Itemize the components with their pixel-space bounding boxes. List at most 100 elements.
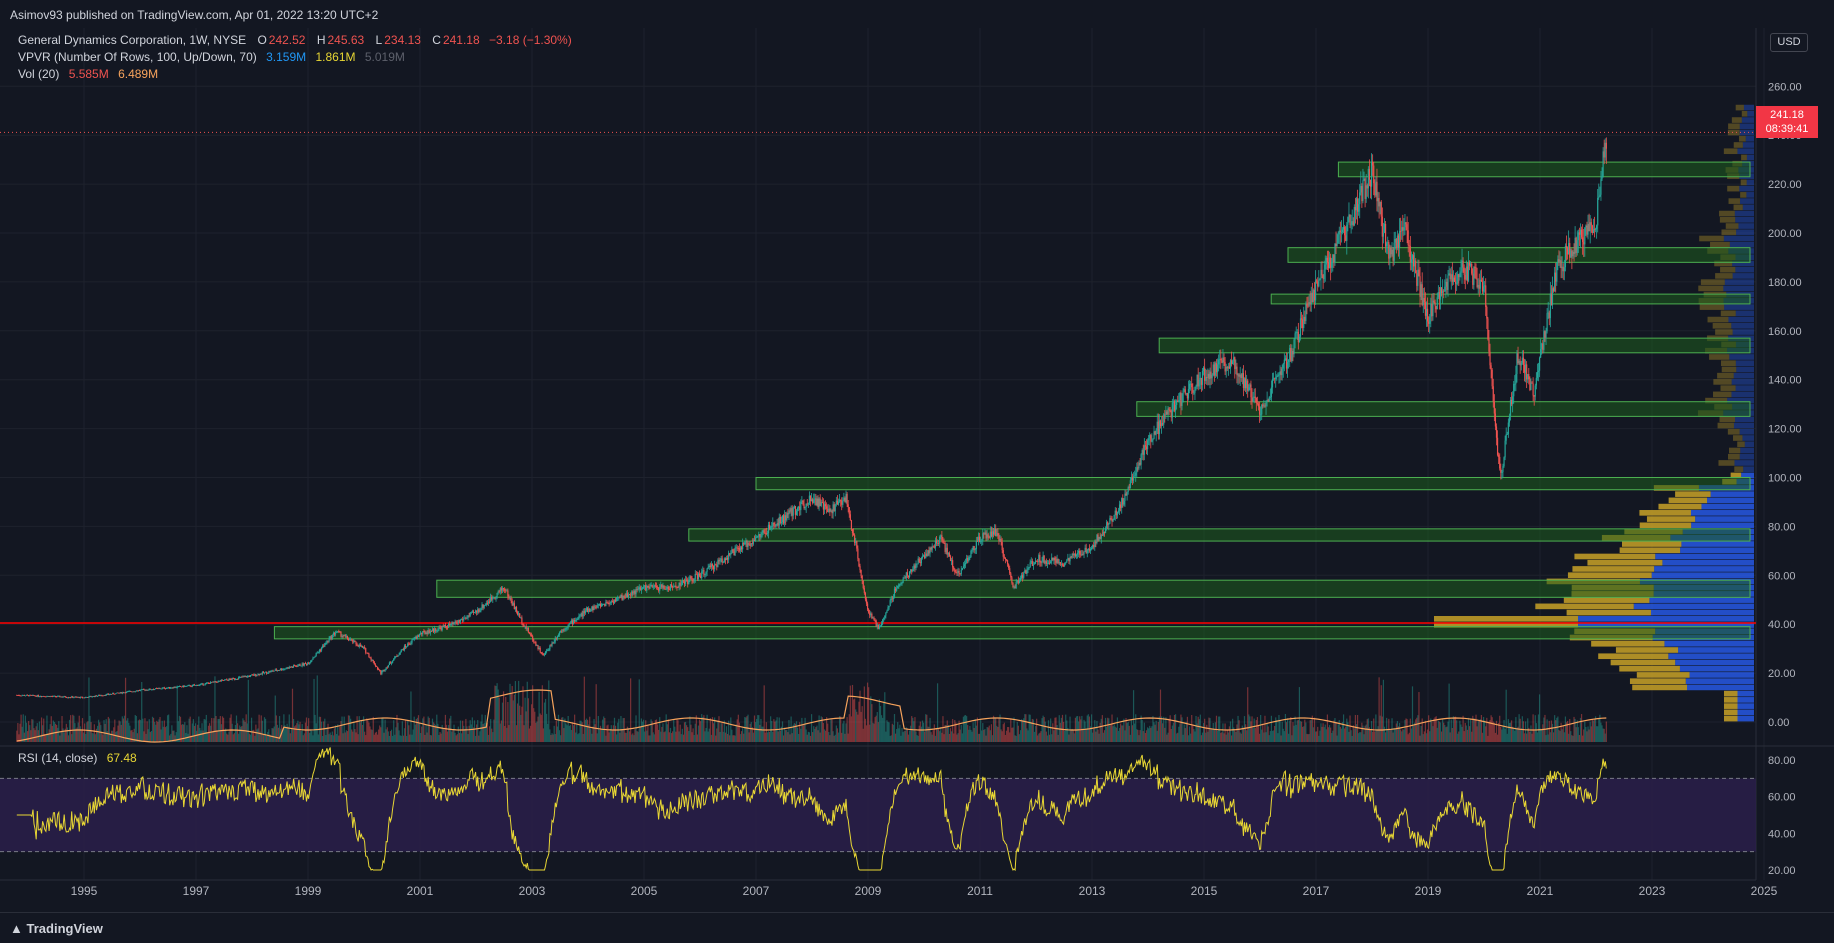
candle-body [946,548,947,552]
volume-bar [432,719,433,742]
volume-bar [241,726,242,742]
candle-body [1030,562,1031,567]
resistance-zone [1288,248,1750,263]
candle-body [322,646,323,648]
vpvr-bar-up [1735,217,1754,223]
candle-body [112,693,113,694]
volume-bar [352,732,353,742]
volume-bar [573,725,574,742]
volume-bar [1450,732,1451,742]
candle-body [422,631,423,634]
volume-bar [1060,723,1061,742]
volume-bar [926,715,927,742]
candle-body [784,515,785,523]
currency-button[interactable]: USD [1770,33,1808,52]
candle-body [410,643,411,644]
volume-bar [1255,728,1256,742]
rsi-legend[interactable]: RSI (14, close) 67.48 [18,751,139,765]
volume-bar [1327,714,1328,742]
volume-bar [1176,733,1177,742]
volume-bar [211,718,212,742]
volume-bar [1144,723,1145,742]
volume-bar [203,731,204,742]
candle-body [948,553,949,554]
volume-bar [1521,728,1522,742]
volume-bar [1242,726,1243,742]
candle-body [1179,392,1180,400]
volume-bar [1353,725,1354,742]
vpvr-legend[interactable]: VPVR (Number Of Rows, 100, Up/Down, 70) … [18,50,407,64]
candle-body [1447,275,1448,290]
volume-bar [583,734,584,742]
volume-bar [1293,726,1294,742]
volume-bar [547,724,548,742]
volume-bar [80,726,81,742]
candle-body [78,697,79,698]
candle-body [694,579,695,582]
volume-bar [1437,728,1438,742]
volume-bar [322,736,323,742]
volume-bar [1132,725,1133,742]
candle-body [1583,242,1584,244]
candle-body [107,694,108,695]
candle-body [1367,185,1368,188]
candle-body [285,668,286,669]
candle-body [1456,283,1457,284]
candle-body [360,645,361,647]
volume-bar [551,733,552,742]
vpvr-bar-up [1662,560,1754,566]
volume-legend[interactable]: Vol (20) 5.585M 6.489M [18,67,160,81]
symbol-name[interactable]: General Dynamics Corporation, 1W, NYSE [18,33,246,47]
volume-bar [409,735,410,742]
volume-bar [642,722,643,742]
tradingview-logo[interactable]: ▲ TradingView [10,921,103,936]
candle-body [1090,549,1091,551]
vpvr-bar-up [1711,491,1754,497]
volume-bar [844,734,845,742]
candle-body [1349,214,1350,224]
volume-bar [226,734,227,742]
candle-body [729,553,730,554]
volume-bar [1043,716,1044,742]
candle-body [466,618,467,619]
candle-body [51,696,52,697]
candle-body [893,596,894,599]
candle-body [94,696,95,697]
candle-body [601,604,602,606]
volume-bar [1264,716,1265,742]
candle-body [675,586,676,587]
candle-body [1411,259,1412,262]
candle-body [267,673,268,674]
vpvr-bar-down [1717,373,1734,379]
candle-body [1327,258,1328,262]
candle-body [1113,519,1114,521]
volume-bar [508,725,509,742]
volume-bar [651,719,652,742]
candle-body [179,686,180,687]
volume-bar [1523,721,1524,742]
volume-bar [122,716,123,742]
volume-bar [696,715,697,742]
candle-body [956,572,957,573]
candle-body [852,529,853,533]
candle-body [1002,542,1003,550]
candle-body [690,576,691,578]
candle-body [1400,231,1401,232]
candle-body [670,584,671,589]
vpvr-bar-down [1658,504,1701,510]
volume-bar [1012,727,1013,742]
volume-bar [868,687,869,742]
candle-body [900,583,901,584]
volume-bar [870,696,871,742]
vpvr-bar-up [1734,460,1754,466]
candle-body [932,546,933,549]
candle-body [568,625,569,628]
price-chart[interactable]: 260.00240.00220.00200.00180.00160.00140.… [0,28,1834,912]
candle-body [1127,492,1128,495]
volume-bar [197,725,198,742]
vpvr-bar-down [1724,703,1738,709]
candle-body [866,599,867,603]
candle-body [253,675,254,676]
volume-bar [17,723,18,742]
volume-bar [168,715,169,742]
